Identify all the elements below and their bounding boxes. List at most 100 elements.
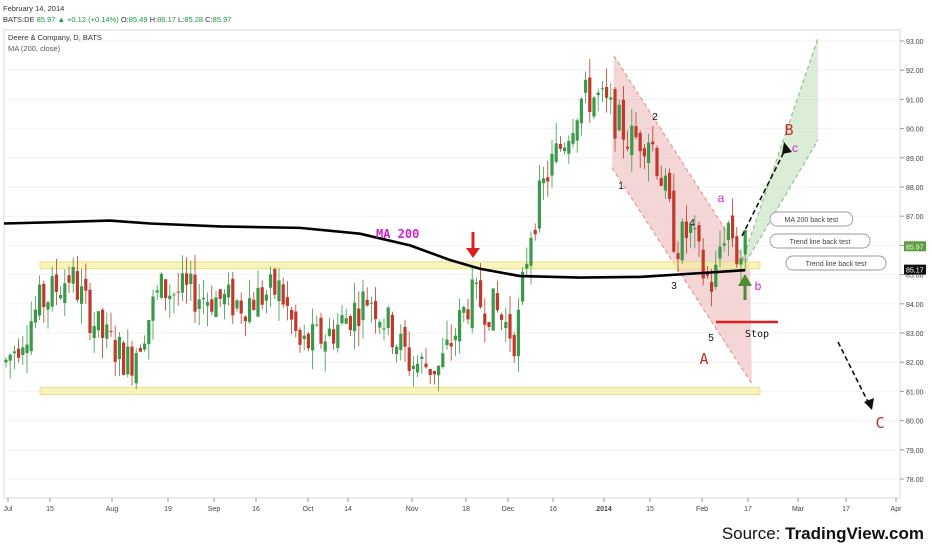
candle-body xyxy=(84,278,88,291)
candle-body xyxy=(483,313,487,325)
candle-body xyxy=(21,347,25,355)
candle-body xyxy=(290,309,294,320)
candle-body xyxy=(474,282,478,284)
candle-body xyxy=(655,147,659,177)
quote-close: 85.97 xyxy=(212,15,232,24)
price-tick-label: 90.00 xyxy=(906,127,924,134)
candle-body xyxy=(672,190,676,252)
candle-body xyxy=(357,308,361,326)
arrowhead-icon xyxy=(782,142,792,154)
candle-body xyxy=(533,229,537,235)
time-tick-label: Oct xyxy=(303,506,314,513)
candle-body xyxy=(8,354,12,361)
candle-body xyxy=(315,324,319,326)
candle-body xyxy=(147,319,151,344)
candle-body xyxy=(252,299,256,311)
candle-body xyxy=(689,224,693,233)
quote-high: 86.17 xyxy=(157,15,176,24)
candle-body xyxy=(710,282,714,292)
candle-body xyxy=(12,351,16,354)
projection-arrow-b xyxy=(741,147,787,237)
candle-body xyxy=(605,86,609,98)
candle-body xyxy=(462,307,466,313)
candle-body xyxy=(361,291,365,320)
price-tick-label: 79.00 xyxy=(906,448,924,455)
candle-body xyxy=(227,284,231,298)
candle-body xyxy=(109,330,113,332)
candle-body xyxy=(437,365,441,376)
time-tick-label: Nov xyxy=(406,506,419,513)
time-tick-label: 17 xyxy=(744,506,752,513)
candle-body xyxy=(54,274,58,292)
candle-body xyxy=(71,266,75,284)
candle-body xyxy=(441,353,445,367)
candle-body xyxy=(525,263,529,269)
candle-body xyxy=(521,271,525,302)
candle-body xyxy=(718,246,722,259)
candle-body xyxy=(613,88,617,139)
candle-body xyxy=(369,302,373,304)
candle-body xyxy=(668,172,672,199)
candle-body xyxy=(63,283,67,303)
quote-change: +0.12 (+0.14%) xyxy=(67,15,119,24)
abc-small-label: a xyxy=(718,191,725,205)
time-tick-label: 15 xyxy=(46,506,54,513)
candle-body xyxy=(92,326,96,338)
stop-label: Stop xyxy=(745,329,769,340)
candle-body xyxy=(323,341,327,352)
candle-body xyxy=(466,309,470,320)
candle-body xyxy=(684,221,688,239)
legend-indicator: MA (200, close) xyxy=(8,44,61,53)
candle-body xyxy=(399,333,403,351)
source-brand: TradingView.com xyxy=(785,524,924,543)
candle-body xyxy=(168,295,172,300)
candle-body xyxy=(634,126,638,138)
candle-body xyxy=(348,316,352,331)
candle-body xyxy=(378,321,382,328)
ma-price-label: 85.17 xyxy=(906,268,924,275)
up-channel-top xyxy=(741,37,819,263)
candle-body xyxy=(487,322,491,327)
candle-body xyxy=(206,302,210,306)
candle-body xyxy=(344,318,348,324)
candle-body xyxy=(542,178,546,184)
callout-label: Trend line back test xyxy=(790,239,851,246)
price-tick-label: 81.00 xyxy=(906,389,924,396)
quote-low: 85.28 xyxy=(184,15,204,24)
legend-title: Deere & Company, D, BATS xyxy=(8,33,102,42)
ma-200-line xyxy=(3,219,746,279)
price-tick-label: 84.00 xyxy=(906,302,924,309)
price-tick-label: 89.00 xyxy=(906,156,924,163)
candle-body xyxy=(365,299,369,306)
candle-body xyxy=(567,141,571,154)
candle-body xyxy=(33,309,37,323)
price-tick-label: 88.00 xyxy=(906,185,924,192)
candle-body xyxy=(277,280,281,302)
candle-body xyxy=(504,322,508,329)
candle-body xyxy=(453,335,457,341)
candle-body xyxy=(113,340,117,362)
candle-body xyxy=(638,132,642,152)
candle-body xyxy=(731,215,735,239)
candle-body xyxy=(264,294,268,301)
candle-body xyxy=(571,133,575,144)
price-tick-label: 82.00 xyxy=(906,360,924,367)
callout-bubble xyxy=(769,211,854,227)
time-tick-label: Mar xyxy=(792,506,805,513)
up-arrow-icon xyxy=(738,274,752,286)
candle-body xyxy=(659,177,663,186)
time-tick-label: Jul xyxy=(4,506,13,513)
candle-body xyxy=(550,153,554,176)
current-price-tag xyxy=(904,241,926,252)
candle-body xyxy=(424,363,428,368)
candle-body xyxy=(164,279,168,299)
candle-body xyxy=(390,314,394,348)
resistance-zone xyxy=(39,261,761,270)
candle-body xyxy=(416,363,420,373)
callout-bubble xyxy=(769,233,871,249)
candle-body xyxy=(395,346,399,354)
abc-small-label: c xyxy=(792,141,798,155)
candle-body xyxy=(239,300,243,314)
candle-body xyxy=(588,77,592,113)
